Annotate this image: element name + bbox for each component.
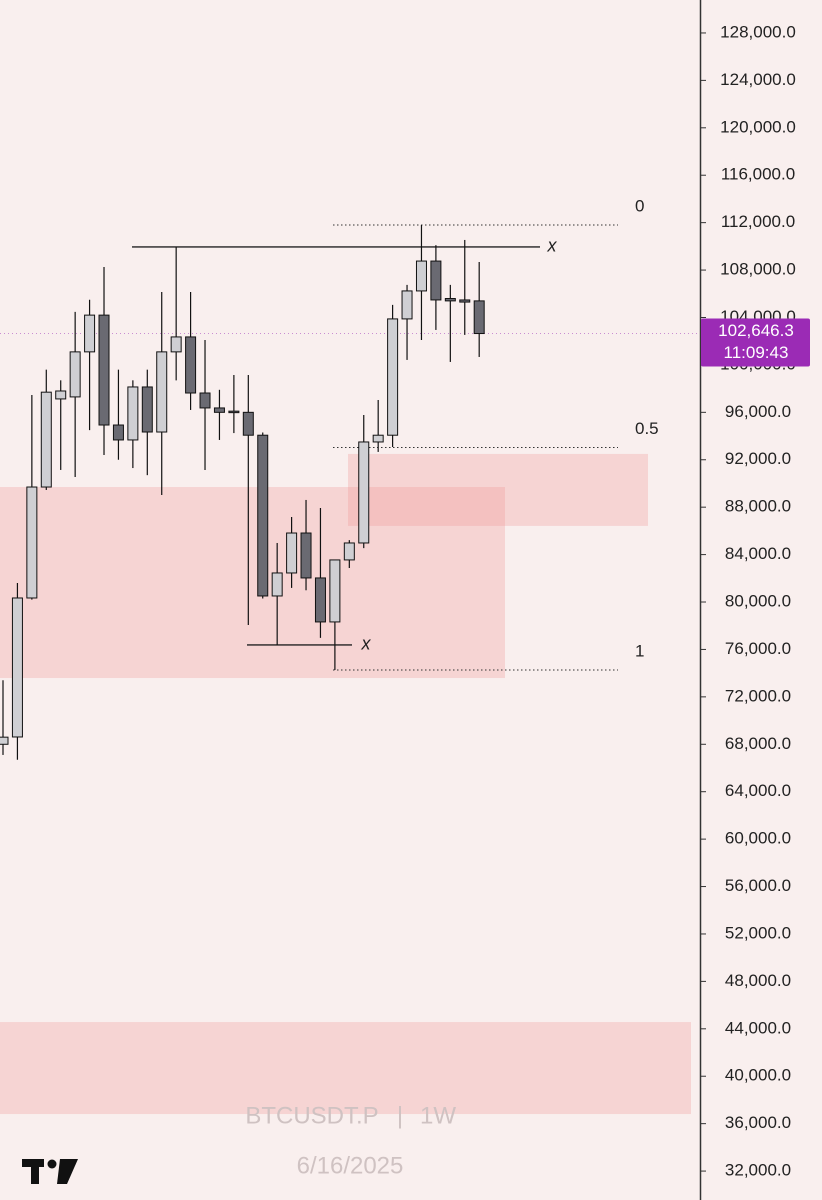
candle-body (11, 597, 23, 738)
candle-body (170, 336, 182, 353)
watermark-separator: | (397, 1102, 403, 1129)
candle-body (98, 314, 110, 426)
candle-body (314, 577, 326, 623)
candle-body (387, 318, 399, 436)
zone (0, 1022, 691, 1115)
plot-layer: BTCUSDT.P | 1W 6/16/2025 0 0.5 1 x x (0, 196, 700, 1179)
y-tick-label: 92,000.0 (725, 449, 791, 468)
watermark-date: 6/16/2025 (297, 1152, 404, 1179)
y-tick-label: 56,000.0 (725, 876, 791, 895)
candle-body (372, 434, 384, 443)
level-label: x (547, 236, 558, 256)
candle-body (329, 559, 341, 623)
y-tick-label: 76,000.0 (725, 639, 791, 658)
candle-body (69, 351, 81, 398)
candle-body (40, 391, 52, 488)
y-tick-label: 40,000.0 (725, 1066, 791, 1085)
candle-body (26, 486, 38, 599)
candle-body (213, 407, 225, 413)
candle-body (0, 736, 9, 745)
last-price-countdown: 11:09:43 (724, 343, 789, 362)
y-tick-label: 68,000.0 (725, 734, 791, 753)
y-tick-label: 116,000.0 (721, 165, 795, 184)
candle-body (286, 532, 298, 574)
candle-body (257, 434, 269, 597)
level-label: x (361, 634, 372, 654)
candle-body (343, 542, 355, 561)
fib-label: 0 (635, 196, 644, 215)
candle-body (199, 392, 211, 409)
y-tick-label: 60,000.0 (725, 829, 791, 848)
candle-body (242, 411, 254, 436)
candle-body (459, 299, 471, 303)
candle-body (156, 351, 168, 433)
fib-label: 0.5 (635, 419, 659, 438)
candle-body (358, 441, 370, 544)
y-tick-label: 48,000.0 (725, 971, 791, 990)
y-tick-label: 88,000.0 (725, 497, 791, 516)
candle-body (112, 424, 124, 441)
candle-body (300, 532, 312, 579)
fib-label: 1 (635, 641, 644, 660)
y-tick-label: 124,000.0 (720, 70, 796, 89)
tv-logo (22, 1159, 78, 1184)
candle-body (401, 290, 413, 320)
candle-body (185, 336, 197, 394)
candle-body (430, 260, 442, 301)
y-tick-label: 120,000.0 (720, 117, 796, 136)
y-tick-label: 64,000.0 (725, 781, 791, 800)
y-tick-label: 44,000.0 (725, 1018, 791, 1037)
y-tick-label: 32,000.0 (725, 1161, 791, 1180)
y-tick-label: 52,000.0 (725, 923, 791, 942)
candle-body (55, 390, 67, 400)
candle-body (141, 386, 153, 433)
watermark-interval: 1W (420, 1102, 456, 1129)
candle-body (127, 386, 139, 441)
zone (0, 487, 505, 679)
watermark-symbol: BTCUSDT.P (245, 1102, 378, 1129)
y-tick-label: 112,000.0 (721, 212, 795, 231)
y-tick-label: 96,000.0 (725, 402, 791, 421)
y-tick-label: 84,000.0 (725, 544, 791, 563)
y-tick-label: 72,000.0 (725, 686, 791, 705)
last-price-label: 102,646.3 (718, 321, 794, 340)
candle-body (84, 314, 96, 353)
candle-body (473, 300, 485, 335)
zone (348, 453, 648, 526)
y-tick-label: 128,000.0 (720, 22, 796, 41)
y-tick-label: 36,000.0 (725, 1113, 791, 1132)
y-tick-label: 108,000.0 (720, 260, 796, 279)
candle-body (444, 298, 456, 302)
candle-body (271, 572, 283, 597)
candle-body (228, 410, 240, 414)
last-price-tag (701, 318, 810, 367)
y-tick-label: 80,000.0 (725, 591, 791, 610)
candle-body (415, 260, 427, 292)
